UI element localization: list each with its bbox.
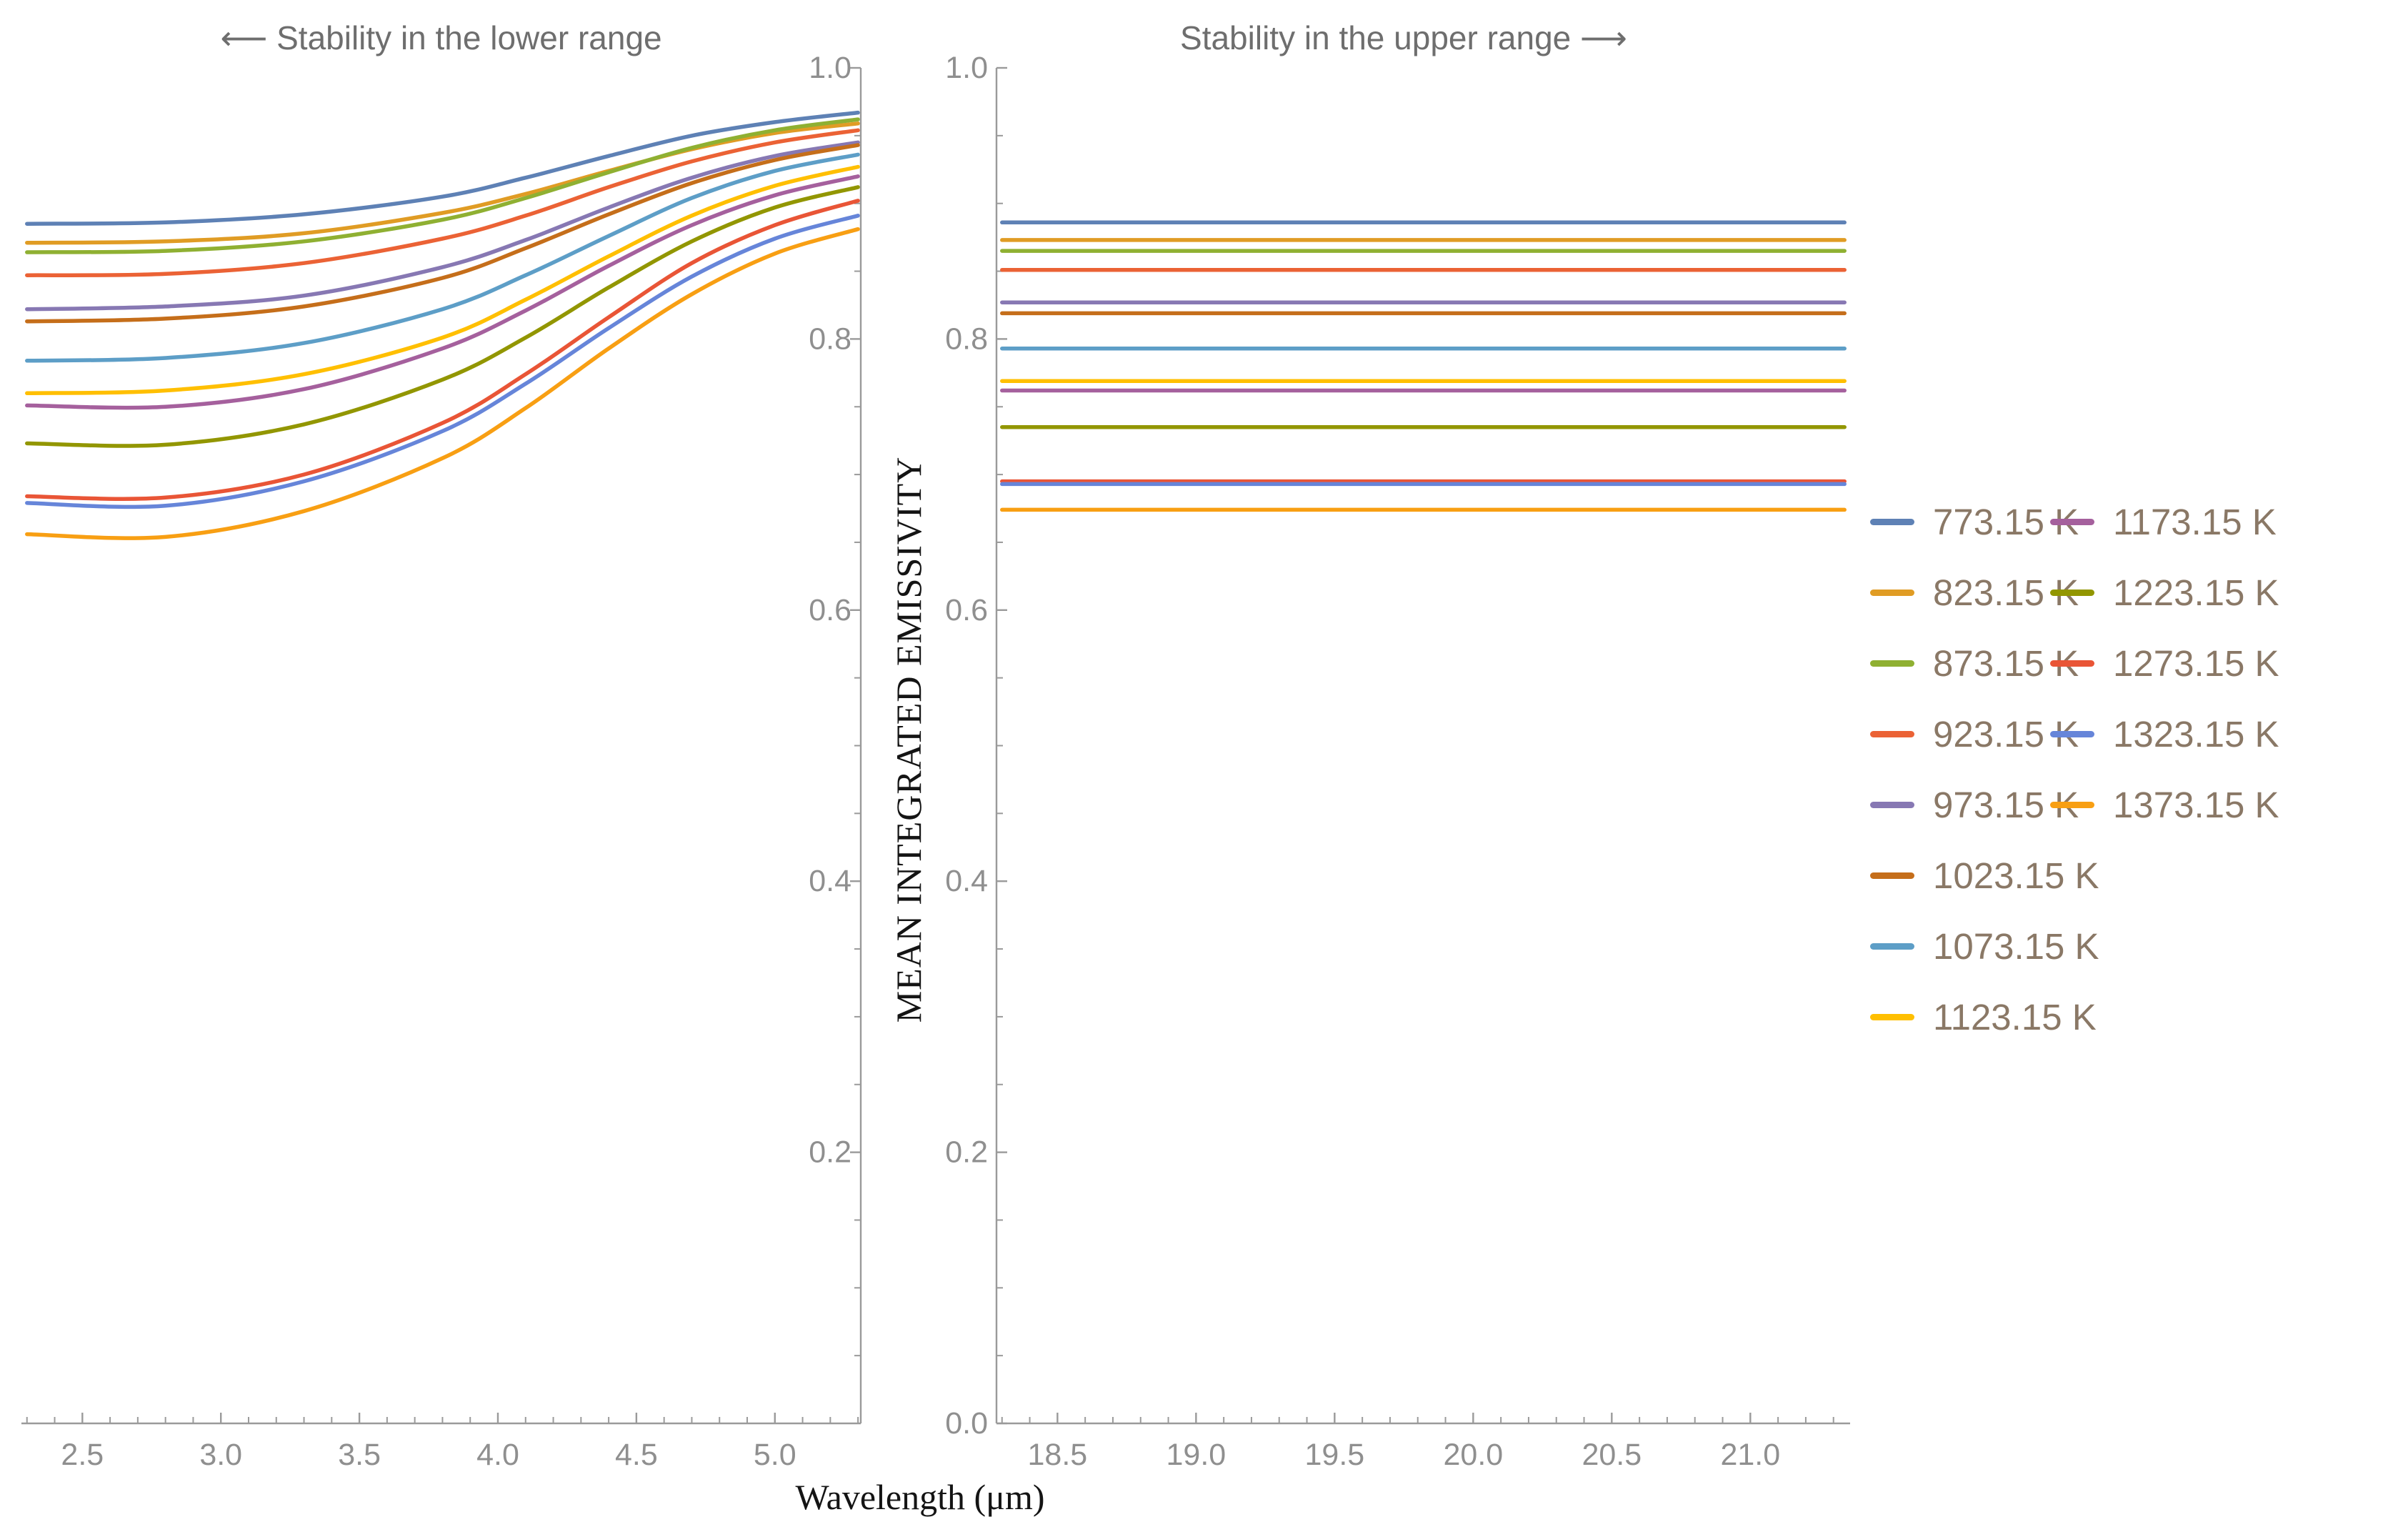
y-tick-label: 0.8 [945,322,988,356]
legend-swatch [1870,943,1914,950]
series-line-1323.15K [25,214,860,509]
legend-swatch [2050,590,2094,596]
series-line-873.15K [25,117,860,254]
x-tick-label: 20.5 [1582,1438,1642,1472]
series-line-1273.15K [25,199,860,501]
y-tick-label: 0.4 [809,864,851,898]
x-tick-label: 18.5 [1028,1438,1088,1472]
series-line-1223.15K [25,185,860,448]
y-tick-label: 0.6 [809,593,851,627]
legend-swatch [1870,519,1914,525]
series-line-773.15K [25,110,860,226]
series-line-823.15K [25,121,860,245]
x-tick-label: 21.0 [1720,1438,1780,1472]
legend-swatch [2050,519,2094,525]
legend-label: 1123.15 K [1933,997,2097,1038]
legend-item: 1273.15 K [2050,628,2279,699]
legend-swatch [1870,802,1914,808]
legend-label: 1223.15 K [2113,572,2279,613]
legend-item: 1373.15 K [2050,770,2279,840]
x-tick-label: 3.5 [338,1438,381,1472]
legend-item: 1073.15 K [1870,911,2099,982]
legend: 773.15 K 823.15 K 873.15 K 923.15 K 973.15 K… [1870,487,2279,1053]
legend-item: 1223.15 K [2050,557,2279,628]
legend-label: 1323.15 K [2113,714,2279,755]
legend-item: 1323.15 K [2050,699,2279,770]
legend-item: 1123.15 K [1870,982,2097,1053]
legend-item: 1173.15 K [2050,487,2279,557]
legend-swatch [2050,802,2094,808]
y-tick-label: 0.2 [809,1135,851,1170]
legend-swatch [1870,660,1914,667]
legend-swatch [2050,660,2094,667]
legend-swatch [1870,1014,1914,1020]
x-tick-label: 20.0 [1443,1438,1503,1472]
series-line-923.15K [25,128,860,277]
x-tick-label: 5.0 [754,1438,796,1472]
y-axis-label: MEAN INTEGRATED EMISSIVITY [889,456,929,1023]
upper-range-plot: 18.5 19.0 19.5 20.0 20.5 21.0 1.0 0.8 0.6 0.4 0.2 0… [945,51,1850,1472]
left-plot-title: ⟵ Stability in the lower range [220,19,662,56]
y-tick-label: 0.4 [945,864,988,898]
x-tick-label: 19.5 [1304,1438,1364,1472]
y-tick-label: 0.8 [809,322,851,356]
legend-label: 1023.15 K [1933,855,2099,896]
y-tick-label: 0.6 [945,593,988,627]
y-tick-label: 1.0 [945,51,988,85]
series-line-1073.15K [25,152,860,363]
legend-item: 923.15 K [1870,699,2079,770]
legend-item: 773.15 K [1870,487,2079,557]
lower-range-plot: 2.5 3.0 3.5 4.0 4.5 5.0 1.0 0.8 0.6 0.4 0.2 [21,51,862,1472]
right-plot-title: Stability in the upper range ⟶ [1180,19,1627,56]
y-tick-label: 0.2 [945,1135,988,1170]
legend-column-2: 1173.15 K 1223.15 K 1273.15 K 1323.15 K 1373… [2050,487,2279,1053]
legend-item: 823.15 K [1870,557,2079,628]
legend-swatch [2050,731,2094,737]
x-axis-label: Wavelength (μm) [795,1477,1045,1517]
x-tick-label: 4.5 [615,1438,658,1472]
legend-label: 1173.15 K [2113,502,2277,542]
legend-item: 1023.15 K [1870,840,2099,911]
x-tick-label: 4.0 [476,1438,519,1472]
legend-label: 1073.15 K [1933,926,2099,967]
series-line-1023.15K [25,143,860,324]
legend-label: 1373.15 K [2113,785,2279,825]
legend-item: 873.15 K [1870,628,2079,699]
legend-label: 1273.15 K [2113,643,2279,684]
x-tick-label: 2.5 [61,1438,104,1472]
legend-column-1: 773.15 K 823.15 K 873.15 K 923.15 K 973.15 K… [1870,487,2099,1053]
series-line-1173.15K [25,174,860,410]
y-tick-label: 1.0 [809,51,851,85]
series-line-1123.15K [25,164,860,396]
legend-swatch [1870,590,1914,596]
series-line-1373.15K [25,227,860,540]
legend-swatch [1870,872,1914,879]
x-tick-label: 3.0 [199,1438,242,1472]
y-tick-label: 0.0 [945,1406,988,1441]
x-tick-label: 19.0 [1166,1438,1226,1472]
legend-item: 973.15 K [1870,770,2079,840]
series-line-973.15K [25,140,860,312]
legend-swatch [1870,731,1914,737]
